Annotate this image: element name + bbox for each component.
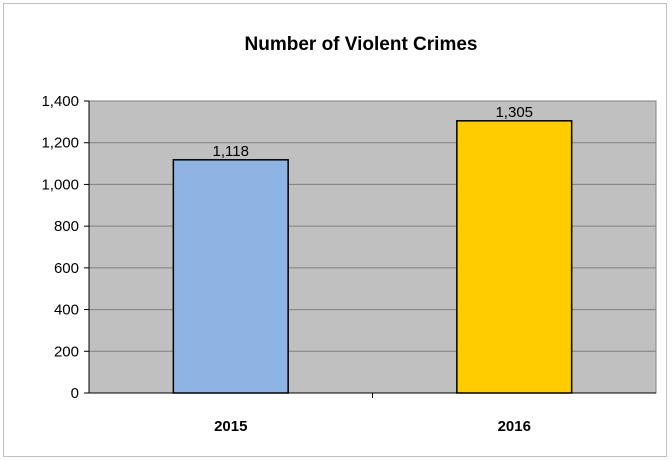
axes (88, 101, 656, 394)
x-category-label: 2016 (498, 418, 531, 435)
data-label: 1,305 (495, 104, 533, 121)
y-tick-label: 1,200 (41, 135, 79, 152)
data-labels: 1,118 1,305 (213, 104, 533, 160)
y-tick-label: 200 (54, 343, 79, 360)
data-label: 1,118 (213, 143, 249, 160)
y-tick-label: 800 (54, 218, 79, 235)
y-tick-label: 1,400 (41, 93, 79, 110)
y-tick-label: 1,000 (41, 176, 79, 193)
y-tick-label: 600 (54, 260, 79, 277)
x-category-label: 2015 (214, 418, 247, 435)
bars (172, 120, 573, 394)
y-axis-ticks: 0 200 400 600 800 1,000 1,200 1,400 (41, 93, 89, 402)
x-axis-ticks: 2015 2016 (214, 393, 531, 435)
bar-2015 (172, 159, 289, 394)
bar-2016 (456, 120, 573, 394)
chart-title: Number of Violent Crimes (245, 34, 478, 55)
y-tick-label: 0 (71, 385, 79, 402)
y-tick-label: 400 (54, 302, 79, 319)
